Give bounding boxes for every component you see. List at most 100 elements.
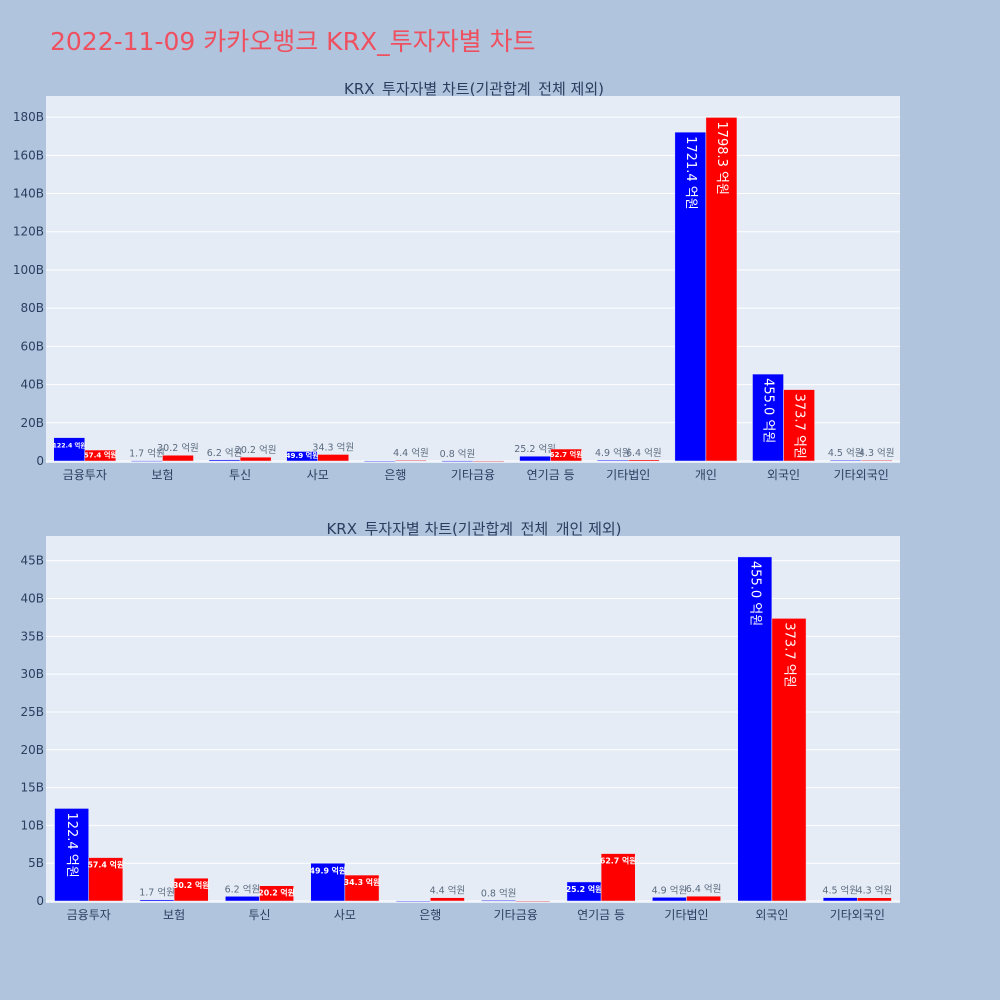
- data-label: 62.7 억원: [600, 856, 637, 866]
- y-tick-label: 180B: [13, 110, 44, 124]
- data-label: 455.0 억원: [761, 378, 776, 443]
- bar-series1: [596, 459, 629, 462]
- bar-series2: [705, 117, 738, 462]
- data-label: 30.2 억원: [157, 442, 199, 454]
- y-tick-label: 25B: [20, 705, 44, 719]
- y-tick-label: 45B: [20, 554, 44, 568]
- chart-title: KRX_투자자별 차트(기관합계_전체_개인 제외): [326, 520, 621, 539]
- bar-series1: [481, 900, 516, 902]
- data-label: 373.7 억원: [792, 394, 807, 459]
- x-tick-label: 사모: [334, 908, 356, 922]
- bar-series1: [395, 900, 431, 903]
- data-label: 4.5 억원: [822, 885, 858, 897]
- x-tick-label: 기타법인: [606, 468, 650, 482]
- x-tick-label: 기타금융: [451, 468, 495, 482]
- data-label: 25.2 억원: [566, 884, 603, 894]
- bar-series2: [600, 853, 636, 902]
- data-label: 25.2 억원: [514, 443, 556, 455]
- bar-series2: [550, 448, 582, 462]
- data-label: 122.4 억원: [64, 812, 79, 877]
- bar-series1: [737, 556, 773, 902]
- bar-series1: [208, 459, 241, 462]
- data-label: 373.7 억원: [781, 622, 796, 687]
- bar-series1: [441, 460, 474, 462]
- data-label: 4.4 억원: [430, 885, 466, 897]
- x-tick-label: 사모: [307, 468, 329, 482]
- data-label: 20.2 억원: [258, 887, 295, 897]
- x-tick-label: 기타외국인: [830, 908, 885, 922]
- data-label: 6.4 억원: [626, 447, 662, 459]
- x-tick-label: 개인: [695, 468, 717, 482]
- x-tick-label: 보험: [151, 468, 173, 482]
- bar-series2: [771, 618, 807, 902]
- x-tick-label: 외국인: [767, 468, 800, 482]
- data-label: 4.3 억원: [857, 885, 893, 897]
- x-tick-label: 기타외국인: [834, 468, 889, 482]
- data-label: 62.7 억원: [550, 450, 583, 459]
- data-label: 57.4 억원: [84, 451, 117, 460]
- bar-series1: [225, 896, 260, 902]
- data-label: 0.8 억원: [481, 887, 517, 899]
- data-label: 4.4 억원: [393, 447, 429, 459]
- x-tick-label: 투신: [248, 908, 270, 922]
- bar-series1: [131, 460, 163, 462]
- y-tick-label: 30B: [20, 667, 44, 681]
- bar-series1: [829, 459, 862, 462]
- data-label: 1798.3 억원: [714, 121, 729, 195]
- bar-series1: [310, 863, 346, 902]
- bar-series2: [515, 900, 551, 903]
- bar-series1: [519, 455, 551, 462]
- bar-series2: [860, 459, 893, 462]
- y-tick-label: 120B: [13, 225, 44, 239]
- y-tick-label: 40B: [20, 592, 44, 606]
- x-tick-label: 금융투자: [67, 908, 111, 922]
- x-tick-label: 연기금 등: [577, 908, 625, 922]
- chart-bottom: KRX_투자자별 차트(기관합계_전체_개인 제외) 0 5B 10B 15B 20B 25…: [20, 520, 900, 922]
- chart-top: KRX_투자자별 차트(기관합계_전체 제외) 0 20B 40B 60B 80B 100B…: [13, 80, 900, 482]
- data-label: 1721.4 억원: [683, 136, 698, 210]
- data-label: 4.9 억원: [652, 884, 688, 896]
- x-tick-label: 은행: [419, 907, 441, 922]
- x-tick-label: 보험: [163, 908, 185, 922]
- bar-series2: [259, 885, 294, 902]
- y-tick-label: 0: [36, 894, 44, 908]
- data-label: 6.2 억원: [225, 883, 261, 895]
- y-tick-label: 80B: [20, 301, 44, 315]
- page-title: 2022-11-09 카카오뱅크 KRX_투자자별 차트: [50, 27, 536, 56]
- bar-series2: [686, 895, 721, 902]
- data-label: 20.2 억원: [235, 444, 277, 456]
- data-label: 0.8 억원: [440, 448, 476, 460]
- y-tick-label: 0: [36, 454, 44, 468]
- y-tick-label: 15B: [20, 781, 44, 795]
- data-label: 34.3 억원: [312, 441, 354, 453]
- bar-series1: [54, 808, 89, 902]
- data-label: 455.0 억원: [747, 561, 762, 626]
- bar-series2: [628, 459, 660, 462]
- x-tick-label: 은행: [384, 467, 406, 482]
- bar-series1: [53, 437, 86, 462]
- x-tick-label: 투신: [229, 468, 251, 482]
- bar-series1: [364, 460, 396, 463]
- data-label: 6.2 억원: [207, 447, 243, 459]
- y-tick-label: 10B: [20, 818, 44, 832]
- bar-series2: [857, 897, 892, 902]
- x-tick-label: 연기금 등: [527, 468, 575, 482]
- bar-series2: [344, 874, 380, 902]
- y-tick-label: 140B: [13, 187, 44, 201]
- bar-series2: [783, 389, 815, 462]
- data-label: 34.3 억원: [344, 877, 381, 887]
- bar-series2: [317, 454, 350, 462]
- x-tick-label: 금융투자: [63, 468, 107, 482]
- data-label: 122.4 억원: [53, 441, 87, 450]
- data-label: 1.7 억원: [139, 887, 175, 899]
- y-tick-label: 60B: [20, 339, 44, 353]
- data-label: 4.3 억원: [859, 447, 895, 459]
- data-label: 49.9 억원: [310, 865, 347, 875]
- data-label: 4.9 억원: [595, 447, 631, 459]
- y-tick-label: 5B: [28, 856, 44, 870]
- data-label: 49.9 억원: [286, 451, 319, 460]
- bar-series2: [395, 459, 427, 462]
- bar-series1: [674, 131, 707, 462]
- bar-series1: [652, 897, 687, 902]
- data-label: 1.7 억원: [129, 448, 165, 460]
